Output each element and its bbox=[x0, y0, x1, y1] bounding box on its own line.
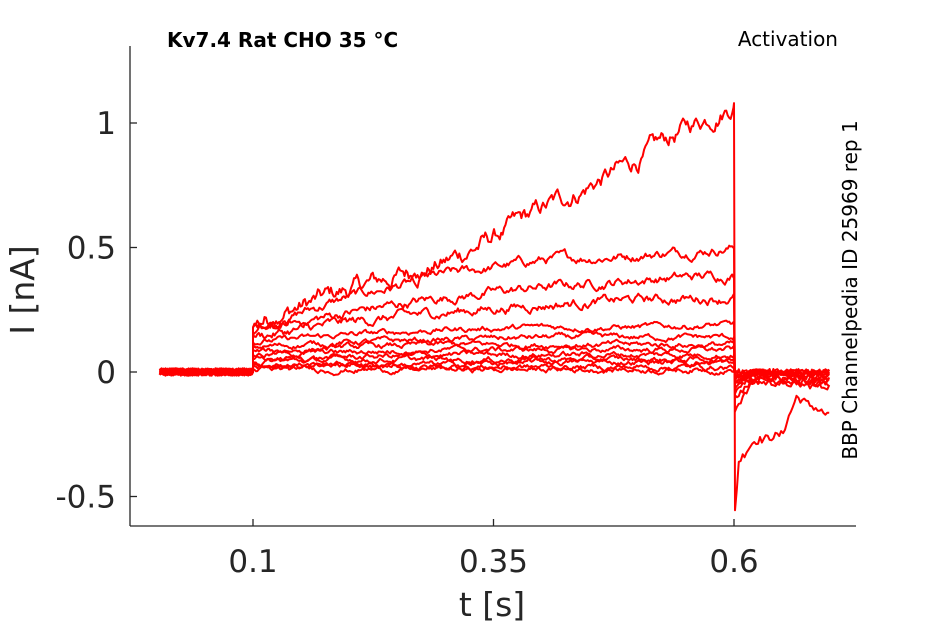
y-tick-label: 0.5 bbox=[67, 231, 116, 267]
chart-title: Kv7.4 Rat CHO 35 °C bbox=[167, 28, 398, 52]
series-trace-3 bbox=[158, 270, 830, 399]
x-tick-label: 0.6 bbox=[709, 544, 758, 580]
x-tick-label: 0.35 bbox=[459, 544, 528, 580]
series-trace-9 bbox=[159, 349, 830, 378]
series-trace-4 bbox=[158, 292, 830, 395]
series-trace-8 bbox=[159, 343, 830, 383]
x-axis-label: t [s] bbox=[459, 585, 525, 624]
traces-layer bbox=[158, 102, 831, 512]
source-label: BBP Channelpedia ID 25969 rep 1 bbox=[838, 120, 862, 459]
y-axis-label: I [nA] bbox=[3, 245, 42, 334]
series-trace-6 bbox=[158, 330, 830, 384]
y-tick-label: 0 bbox=[96, 355, 116, 391]
series-trace-1 bbox=[158, 102, 830, 512]
y-tick-label: -0.5 bbox=[56, 480, 117, 516]
y-tick-label: 1 bbox=[96, 106, 116, 142]
y-ticks: -0.5 0 0.5 1 bbox=[56, 106, 137, 516]
x-ticks: 0.1 0.35 0.6 bbox=[228, 519, 759, 580]
series-trace-2 bbox=[159, 244, 831, 413]
series-trace-10 bbox=[159, 353, 831, 379]
series-trace-13 bbox=[158, 363, 831, 377]
protocol-label: Activation bbox=[738, 27, 838, 51]
series-trace-5 bbox=[159, 319, 831, 390]
x-tick-label: 0.1 bbox=[228, 544, 277, 580]
